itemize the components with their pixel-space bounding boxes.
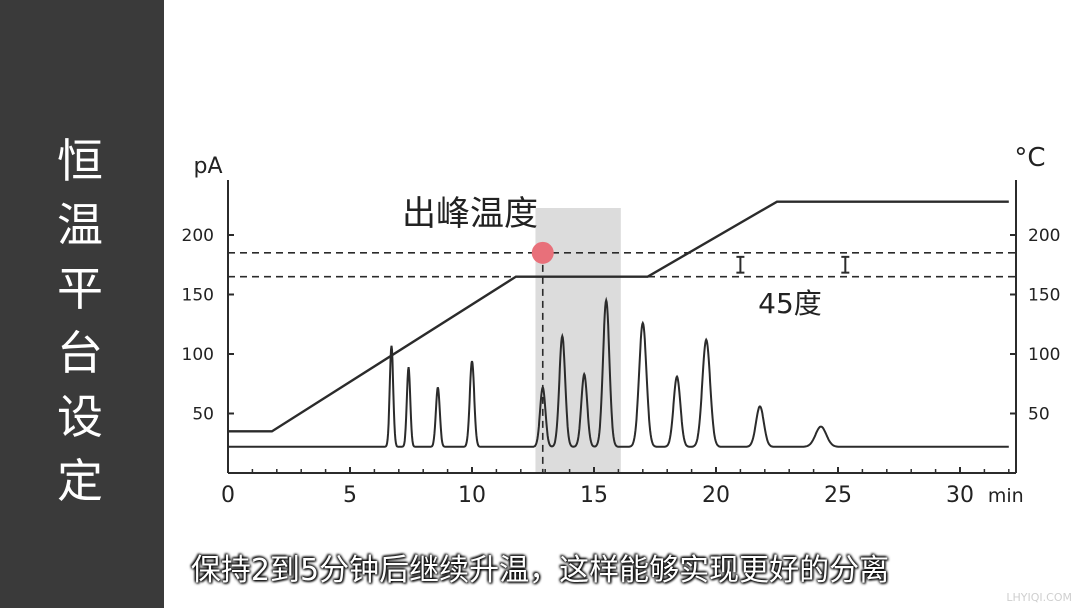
y-tick-label-left: 200 (182, 226, 214, 246)
y-tick-label-left: 150 (182, 286, 214, 306)
y-left-unit-label: pA (193, 154, 222, 179)
y-tick-label-right: 200 (1028, 226, 1060, 246)
sidebar-title-char: 平 (57, 262, 103, 316)
sidebar-title-char: 台 (57, 326, 103, 380)
annotation-delta: 45度 (758, 287, 822, 320)
temperature-program-line (228, 200, 1009, 433)
annotation-peak-temperature: 出峰温度 (402, 194, 538, 234)
chromatogram-line (228, 296, 1009, 448)
sidebar-title-char: 定 (57, 454, 103, 508)
x-tick-label: 0 (221, 483, 235, 508)
y-tick-label-right: 100 (1028, 345, 1060, 365)
y-tick-label-left: 50 (192, 405, 214, 425)
x-tick-label: 15 (580, 483, 608, 508)
subtitle-caption: 保持2到5分钟后继续升温，这样能够实现更好的分离 (190, 553, 890, 588)
sidebar-title-char: 温 (57, 198, 103, 252)
x-tick-label: 20 (702, 483, 730, 508)
x-tick-label: 25 (824, 483, 852, 508)
y-tick-label-right: 50 (1028, 405, 1050, 425)
sidebar-title: 恒 温 平 台 设 定 (52, 138, 108, 522)
x-tick-label: 30 (946, 483, 974, 508)
y-right-unit-label: °C (1014, 143, 1045, 173)
x-tick-label: 5 (343, 483, 357, 508)
sidebar-title-char: 恒 (57, 134, 103, 188)
x-tick-label: 10 (458, 483, 486, 508)
y-tick-label-right: 150 (1028, 286, 1060, 306)
y-tick-label-left: 100 (182, 345, 214, 365)
watermark: LHYIQI.COM (1006, 591, 1072, 604)
sidebar-title-char: 设 (57, 390, 103, 444)
x-unit-label: min (988, 485, 1024, 507)
peak-temperature-marker (531, 241, 554, 264)
sidebar: 恒 温 平 台 设 定 (0, 0, 164, 608)
